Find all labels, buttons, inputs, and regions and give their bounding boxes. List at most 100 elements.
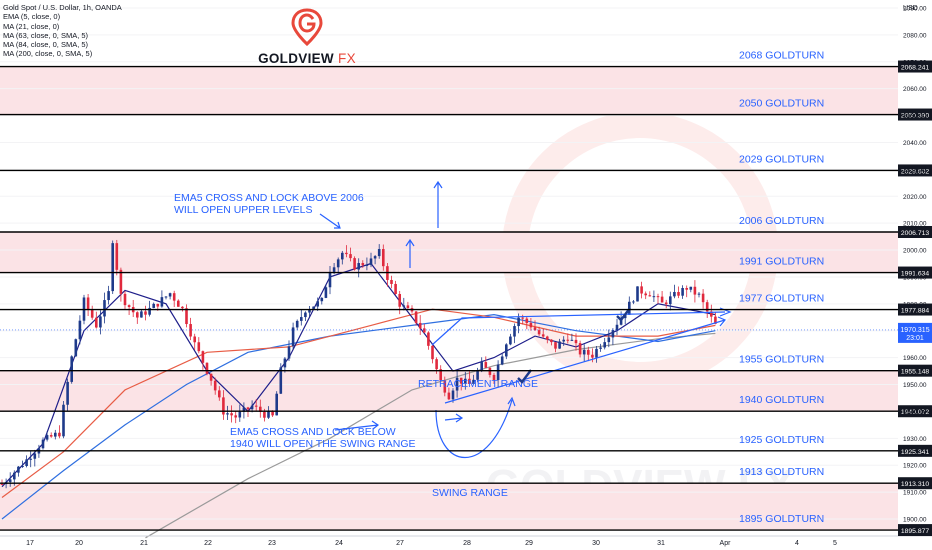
candle-body xyxy=(689,286,693,290)
candle-body xyxy=(513,326,516,337)
candle-body xyxy=(611,330,615,338)
level-price-tag-text: 2068.241 xyxy=(901,65,930,72)
candle-body xyxy=(271,411,274,416)
candle-body xyxy=(218,390,221,398)
goldturn-label: 1955 GOLDTURN xyxy=(739,354,824,366)
candle-body xyxy=(578,343,582,355)
indicator-ma63[interactable]: MA (63, close, 0, SMA, 5) xyxy=(3,30,89,40)
candle-body xyxy=(505,344,508,357)
candle-body xyxy=(164,296,168,298)
candle-body xyxy=(406,305,410,309)
candle-body xyxy=(185,308,188,325)
arrow-right-icon xyxy=(444,413,464,423)
candle-body xyxy=(541,334,545,337)
candle-body xyxy=(230,413,233,416)
candle-body xyxy=(119,269,123,294)
candle-body xyxy=(685,287,688,290)
candle-body xyxy=(656,296,660,298)
level-price-tag xyxy=(898,364,932,377)
candle-body xyxy=(353,258,356,270)
price-tick-label: 2000.00 xyxy=(903,248,927,255)
level-price-tag xyxy=(898,164,932,177)
candle-body xyxy=(49,435,53,437)
candle-body xyxy=(201,351,205,363)
candle-body xyxy=(144,311,147,315)
candle-body xyxy=(566,339,570,341)
ma-line xyxy=(145,332,716,539)
indicator-ma21[interactable]: MA (21, close, 0) xyxy=(3,21,60,31)
candle-body xyxy=(697,293,701,295)
candle-body xyxy=(390,279,393,284)
candle-body xyxy=(394,283,397,294)
goldturn-label: 1925 GOLDTURN xyxy=(739,434,824,446)
candle-body xyxy=(492,374,496,381)
candle-body xyxy=(677,291,680,296)
level-price-tag-text: 1955.148 xyxy=(901,369,930,376)
candle-body xyxy=(17,466,20,473)
candle-body xyxy=(644,293,647,296)
price-tick-label: 2040.00 xyxy=(903,140,927,147)
candle-body xyxy=(13,472,16,480)
price-tick-label: 2090.00 xyxy=(903,6,927,13)
candle-body xyxy=(140,311,143,318)
candle-body xyxy=(681,287,684,296)
swing-arc-arrow-icon xyxy=(435,396,516,458)
price-tick-label: 1990.00 xyxy=(903,274,927,281)
annotation-ema-above-2: WILL OPEN UPPER LEVELS xyxy=(174,204,313,216)
candle-body xyxy=(558,341,561,349)
candle-body xyxy=(607,337,611,343)
indicator-ma84[interactable]: MA (84, close, 0, SMA, 5) xyxy=(3,40,89,50)
candle-body xyxy=(710,311,713,317)
candle-body xyxy=(316,301,319,307)
level-price-tag-text: 1991.634 xyxy=(901,271,930,278)
level-price-tag xyxy=(898,524,932,537)
goldturn-label: 1977 GOLDTURN xyxy=(739,293,824,305)
level-price-tag-text: 2050.390 xyxy=(901,113,930,120)
candle-body xyxy=(328,271,332,288)
candle-body xyxy=(418,322,422,329)
candle-body xyxy=(168,293,172,297)
candle-body xyxy=(599,347,602,349)
candle-body xyxy=(345,252,348,255)
candle-body xyxy=(357,263,360,270)
candle-body xyxy=(222,397,225,415)
candle-body xyxy=(373,256,377,259)
time-tick-label: Apr xyxy=(720,540,732,547)
time-tick-label: 30 xyxy=(592,540,600,547)
candle-body xyxy=(205,362,209,374)
candle-body xyxy=(115,243,119,270)
watermark-layer: GOLDVIEW FX xyxy=(486,112,794,510)
candle-body xyxy=(546,336,549,340)
candle-body xyxy=(136,312,139,318)
candle-body xyxy=(25,459,28,467)
candle-body xyxy=(111,243,114,292)
instrument-title[interactable]: Gold Spot / U.S. Dollar, 1h, OANDA xyxy=(3,3,122,12)
candle-body xyxy=(455,377,459,391)
candle-body xyxy=(476,370,479,380)
price-tick-label: 1950.00 xyxy=(903,382,927,389)
candle-body xyxy=(95,317,98,328)
time-tick-label: 24 xyxy=(335,540,343,547)
candle-body xyxy=(398,293,401,307)
axis-currency-label: USD xyxy=(903,5,918,12)
goldturn-label: 2029 GOLDTURN xyxy=(739,153,824,165)
price-tick-label: 1960.00 xyxy=(903,355,927,362)
indicator-ema5[interactable]: EMA (5, close, 0) xyxy=(3,12,61,22)
candle-body xyxy=(300,317,303,321)
trendline-arrow-icon xyxy=(444,316,726,404)
checkmark-icon xyxy=(616,307,631,322)
annotation-ema-below-1: EMA5 CROSS AND LOCK BELOW xyxy=(230,426,396,438)
candle-body xyxy=(537,330,541,335)
candle-body xyxy=(582,349,586,355)
goldturn-label: 1895 GOLDTURN xyxy=(739,513,824,525)
candle-body xyxy=(693,286,697,295)
indicator-ma200[interactable]: MA (200, close, 0, SMA, 5) xyxy=(3,49,93,59)
last-price-tag[interactable] xyxy=(898,322,932,343)
candle-body xyxy=(500,356,504,365)
last-price-value: 1970.315 xyxy=(900,327,929,334)
candle-body xyxy=(591,354,594,358)
candle-body xyxy=(263,411,266,418)
channel-arrow-icon xyxy=(431,307,732,346)
